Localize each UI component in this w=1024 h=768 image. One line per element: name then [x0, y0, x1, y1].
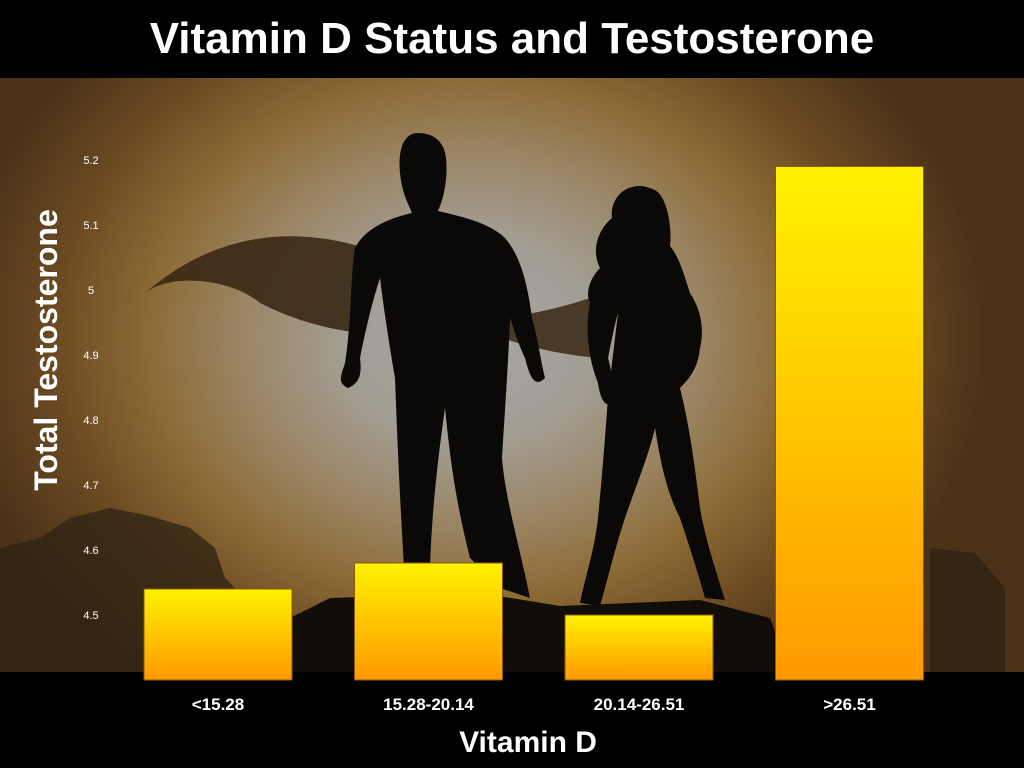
y-tick-label: 4.8	[83, 415, 98, 427]
y-tick-label: 5.1	[83, 220, 98, 232]
y-axis-title: Total Testosterone	[28, 209, 64, 491]
y-tick-label: 4.6	[83, 545, 98, 557]
x-tick-label: 20.14-26.51	[594, 695, 685, 714]
x-tick-label: <15.28	[192, 695, 244, 714]
y-axis-ticks: 4.5 4.6 4.7 4.8 4.9 5 5.1 5.2	[83, 155, 98, 622]
x-tick-label: 15.28-20.14	[383, 695, 474, 714]
y-tick-label: 5.2	[83, 155, 98, 167]
bar	[564, 614, 714, 681]
chart-title: Vitamin D Status and Testosterone	[0, 0, 1024, 78]
bar	[143, 588, 293, 681]
y-tick-label: 4.7	[83, 480, 98, 492]
x-axis-title: Vitamin D	[459, 726, 597, 759]
bottom-band	[0, 672, 1024, 768]
x-axis-categories: <15.28 15.28-20.14 20.14-26.51 >26.51	[192, 695, 876, 714]
bar	[775, 166, 924, 681]
y-tick-label: 5	[88, 285, 94, 297]
y-tick-label: 4.9	[83, 350, 98, 362]
y-tick-label: 4.5	[83, 610, 98, 622]
bars	[143, 166, 924, 681]
x-tick-label: >26.51	[823, 695, 875, 714]
bar	[354, 562, 503, 681]
